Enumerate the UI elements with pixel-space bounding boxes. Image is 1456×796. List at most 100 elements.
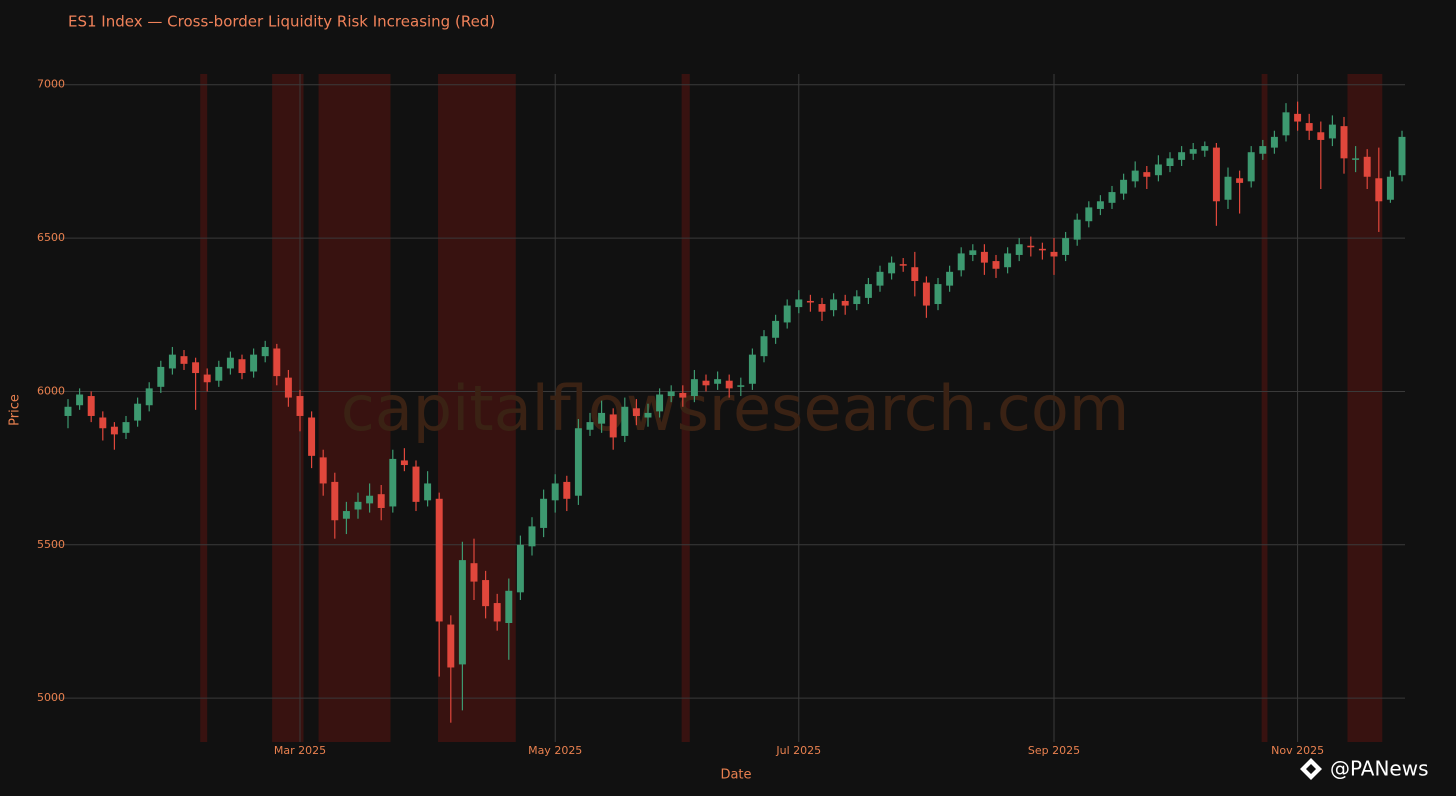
candle-body — [1004, 253, 1012, 268]
risk-band — [318, 74, 391, 742]
candle-body — [760, 336, 768, 357]
candle-body — [667, 391, 675, 397]
candle-body — [725, 380, 733, 389]
candle-body — [853, 296, 861, 305]
risk-band — [1261, 74, 1268, 742]
candle-body — [203, 374, 211, 383]
candle-body — [586, 422, 594, 430]
candle-body — [308, 417, 316, 456]
candle-body — [1317, 132, 1325, 140]
candle-body — [168, 354, 176, 369]
candle-body — [516, 544, 524, 593]
candle-body — [145, 388, 153, 406]
candle-body — [1166, 158, 1174, 167]
logo-icon — [1300, 758, 1322, 780]
candle-body — [551, 483, 559, 501]
candle-body — [1096, 201, 1104, 209]
candle-body — [134, 403, 142, 421]
candle-body — [110, 426, 118, 435]
candle-body — [1259, 146, 1267, 154]
candle-body — [934, 284, 942, 305]
candle-body — [76, 394, 84, 406]
candle-body — [598, 412, 606, 424]
candle-body — [899, 264, 907, 266]
candle-body — [192, 362, 200, 374]
y-tick-label: 6500 — [37, 231, 65, 244]
risk-band — [681, 74, 690, 742]
candle-body — [261, 346, 269, 357]
candle-body — [957, 253, 965, 271]
candle-body — [1050, 251, 1058, 257]
candle-body — [1352, 158, 1360, 160]
x-tick-label: Jul 2025 — [775, 744, 821, 757]
candle-body — [1305, 123, 1313, 131]
candle-body — [1328, 124, 1336, 139]
y-axis-label: Price — [8, 394, 23, 426]
candle-body — [1375, 178, 1383, 202]
candle-body — [447, 624, 455, 668]
candle-body — [482, 580, 490, 607]
candle-body — [1398, 136, 1406, 176]
candle-body — [389, 458, 397, 507]
candle-body — [1294, 113, 1302, 122]
candle-body — [644, 412, 652, 418]
candle-body — [99, 417, 107, 429]
candle-body — [1108, 192, 1116, 203]
candle-body — [574, 428, 582, 496]
candle-body — [876, 271, 884, 286]
candle-body — [806, 300, 814, 303]
x-tick-label: Nov 2025 — [1271, 744, 1324, 757]
candle-body — [284, 377, 292, 398]
candle-body — [679, 392, 687, 398]
candle-body — [1015, 244, 1023, 255]
candle-body — [946, 271, 954, 286]
candle-body — [1386, 176, 1394, 200]
x-tick-label: May 2025 — [528, 744, 582, 757]
candle-body — [1282, 112, 1290, 136]
chart-title: ES1 Index — Cross-border Liquidity Risk … — [68, 13, 495, 31]
candle-body — [1270, 136, 1278, 148]
candle-body — [354, 501, 362, 510]
y-tick-label: 5500 — [37, 538, 65, 551]
candle-body — [505, 590, 513, 623]
source-logo: @PANews — [1300, 757, 1429, 781]
candle-body — [563, 481, 571, 499]
candle-body — [412, 466, 420, 502]
candle-body — [888, 262, 896, 274]
candle-body — [342, 511, 350, 519]
candle-body — [911, 267, 919, 282]
candle-body — [1178, 152, 1186, 160]
candle-body — [864, 284, 872, 298]
candle-body — [1073, 219, 1081, 240]
candle-body — [737, 385, 745, 387]
candle-body — [1062, 238, 1070, 255]
candle-body — [180, 356, 188, 364]
candle-body — [702, 380, 710, 386]
candle-body — [714, 379, 722, 384]
candle-body — [748, 354, 756, 384]
candle-body — [540, 498, 548, 528]
candle-body — [656, 394, 664, 412]
candle-body — [377, 494, 385, 508]
candle-body — [795, 299, 803, 308]
candle-body — [87, 396, 95, 416]
candle-body — [818, 304, 826, 312]
candle-body — [1154, 164, 1162, 176]
candle-body — [609, 414, 617, 438]
candle-body — [1201, 146, 1209, 151]
candle-body — [1340, 126, 1348, 159]
candle-body — [400, 460, 408, 466]
candle-body — [1038, 248, 1046, 251]
candle-body — [1212, 147, 1220, 202]
candle-body — [690, 379, 698, 397]
candle-body — [215, 366, 223, 381]
source-text: @PANews — [1330, 757, 1429, 781]
candle-body — [1120, 179, 1128, 194]
watermark: capitalflowsresearch.com — [341, 372, 1130, 445]
y-tick-label: 7000 — [37, 78, 65, 91]
candle-body — [1247, 152, 1255, 182]
candle-body — [366, 495, 374, 504]
candle-body — [470, 563, 478, 582]
